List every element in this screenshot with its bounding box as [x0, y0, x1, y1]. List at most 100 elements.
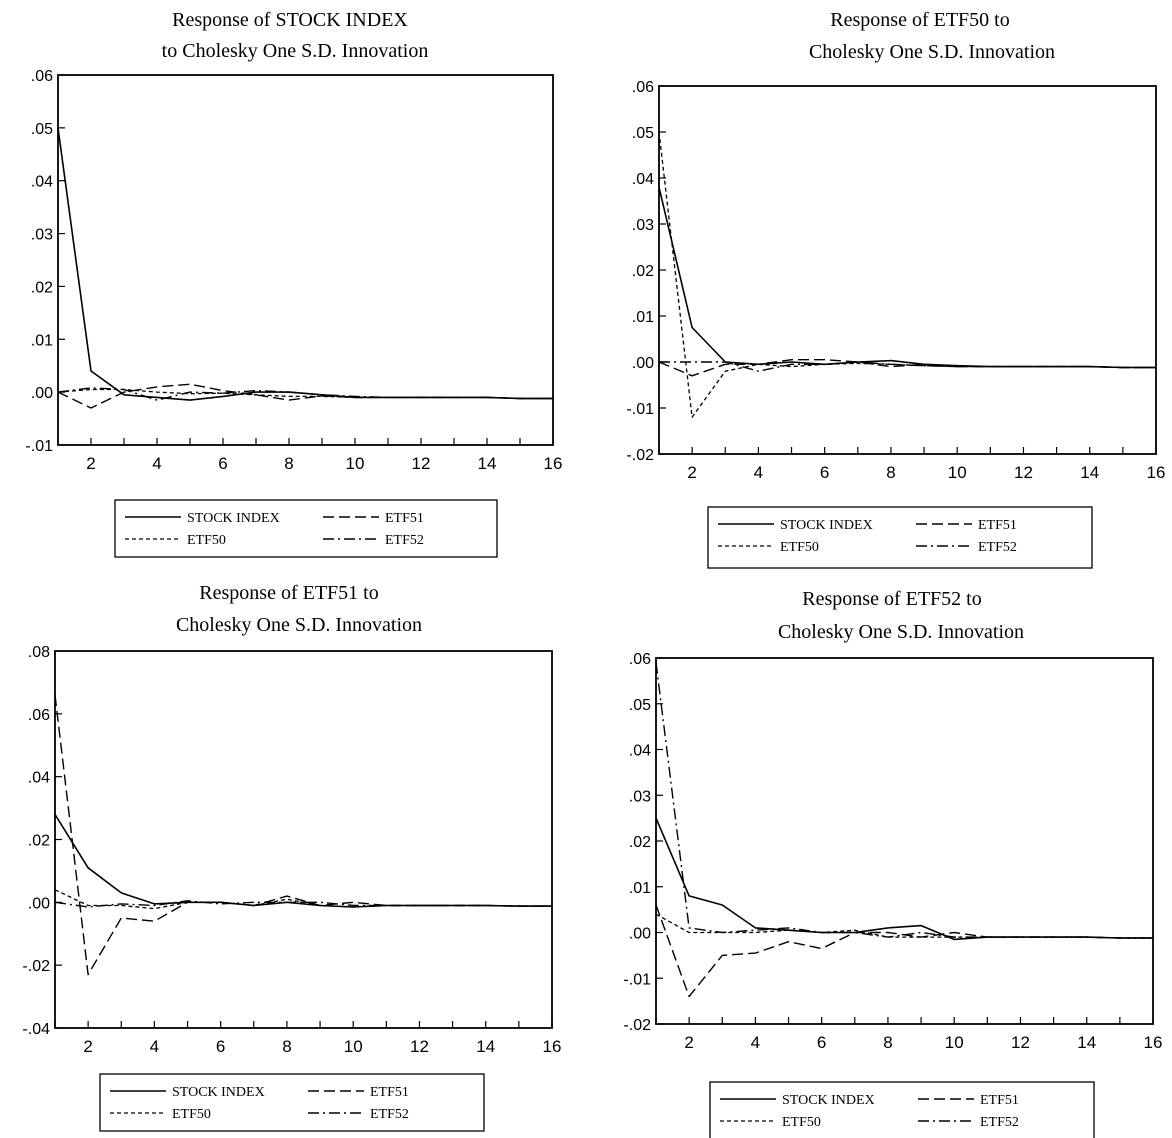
legend-label-etf51: ETF51	[385, 511, 424, 526]
legend-label-etf50: ETF50	[780, 540, 819, 555]
x-tick-label: 4	[751, 1033, 760, 1052]
legend-label-etf50: ETF50	[782, 1115, 821, 1130]
legend-box	[707, 506, 1093, 569]
x-tick-label: 2	[83, 1037, 92, 1056]
y-tick-label: .06	[31, 68, 53, 85]
series-line-etf50	[57, 388, 553, 400]
chart-svg: Response of ETF50 to Cholesky One S.D. In…	[626, 9, 1166, 569]
plot-frame	[655, 657, 1154, 1025]
plot-frame	[658, 85, 1157, 455]
legend-box	[709, 1081, 1095, 1138]
series-line-etf52	[57, 387, 553, 401]
x-tick-label: 16	[543, 1037, 562, 1056]
x-tick-label: 2	[86, 454, 95, 473]
y-tick-label: .00	[31, 385, 53, 402]
legend-box	[114, 499, 498, 558]
x-tick-label: 6	[817, 1033, 826, 1052]
y-tick-label: -.01	[626, 401, 654, 418]
legend-label-etf51: ETF51	[980, 1093, 1019, 1108]
series-line-stock-index	[54, 813, 552, 908]
series-line-etf51	[54, 694, 552, 976]
legend-box	[99, 1073, 485, 1132]
chart-title-line: Cholesky One S.D. Innovation	[176, 614, 422, 636]
y-tick-label: .00	[629, 926, 651, 943]
chart-title-line: Response of STOCK INDEX	[172, 9, 408, 31]
chart-title-line: Cholesky One S.D. Innovation	[778, 621, 1024, 643]
y-tick-label: -.04	[22, 1021, 50, 1038]
chart-title-line: Response of ETF50 to	[830, 9, 1009, 31]
y-tick-label: .02	[31, 279, 53, 296]
legend-label-stock-index: STOCK INDEX	[172, 1085, 265, 1100]
chart-stock-index: Response of STOCK INDEX to Cholesky One S…	[0, 0, 586, 569]
x-tick-label: 10	[948, 463, 967, 482]
legend-label-stock-index: STOCK INDEX	[780, 518, 873, 533]
series-line-stock-index	[658, 187, 1156, 369]
x-tick-label: 4	[754, 463, 763, 482]
y-tick-label: .00	[28, 895, 50, 912]
y-tick-label: .04	[28, 770, 50, 787]
y-tick-label: .01	[632, 309, 654, 326]
y-tick-label: .02	[632, 263, 654, 280]
y-tick-label: .00	[632, 355, 654, 372]
x-tick-label: 4	[150, 1037, 159, 1056]
y-tick-label: -.02	[626, 447, 654, 464]
x-tick-label: 2	[684, 1033, 693, 1052]
x-tick-label: 16	[544, 454, 563, 473]
x-tick-label: 14	[478, 454, 497, 473]
chart-etf51: Response of ETF51 to Cholesky One S.D. In…	[0, 569, 586, 1138]
x-tick-label: 6	[218, 454, 227, 473]
series-line-etf52	[54, 900, 552, 908]
y-tick-label: .03	[629, 788, 651, 805]
x-tick-label: 2	[687, 463, 696, 482]
x-tick-label: 10	[346, 454, 365, 473]
series-line-etf50	[658, 131, 1156, 418]
legend-label-etf52: ETF52	[385, 533, 424, 548]
legend-label-etf50: ETF50	[187, 533, 226, 548]
plot-frame	[57, 74, 554, 446]
chart-title-line: Cholesky One S.D. Innovation	[809, 41, 1055, 63]
legend-label-etf51: ETF51	[978, 518, 1017, 533]
plot-frame	[54, 650, 553, 1029]
x-tick-label: 4	[152, 454, 161, 473]
y-tick-label: .06	[629, 651, 651, 668]
x-tick-label: 12	[410, 1037, 429, 1056]
y-tick-label: .04	[629, 743, 651, 760]
x-tick-label: 12	[1011, 1033, 1030, 1052]
legend-label-stock-index: STOCK INDEX	[187, 511, 280, 526]
x-tick-label: 14	[1077, 1033, 1096, 1052]
y-tick-label: .05	[632, 125, 654, 142]
series-line-etf51	[658, 359, 1156, 377]
x-tick-label: 14	[476, 1037, 495, 1056]
series-line-stock-index	[655, 817, 1153, 941]
series-line-etf51	[655, 904, 1153, 998]
chart-svg: Response of ETF52 to Cholesky One S.D. In…	[623, 588, 1162, 1138]
y-tick-label: .02	[629, 834, 651, 851]
series-line-etf50	[54, 889, 552, 910]
y-tick-label: .05	[31, 121, 53, 138]
y-tick-label: .06	[632, 79, 654, 96]
chart-title-line: Response of ETF52 to	[802, 588, 981, 610]
x-tick-label: 16	[1147, 463, 1166, 482]
y-tick-label: .04	[31, 174, 53, 191]
chart-etf50: Response of ETF50 to Cholesky One S.D. In…	[586, 0, 1172, 569]
y-tick-label: .03	[632, 217, 654, 234]
series-line-etf52	[655, 662, 1153, 939]
y-tick-label: .01	[629, 880, 651, 897]
legend-label-stock-index: STOCK INDEX	[782, 1093, 875, 1108]
legend-label-etf52: ETF52	[370, 1107, 409, 1122]
x-tick-label: 6	[820, 463, 829, 482]
x-tick-label: 8	[282, 1037, 291, 1056]
y-tick-label: -.02	[22, 958, 50, 975]
x-tick-label: 14	[1080, 463, 1099, 482]
y-tick-label: .04	[632, 171, 654, 188]
series-line-etf50	[655, 913, 1153, 939]
y-tick-label: .01	[31, 332, 53, 349]
chart-title-line: to Cholesky One S.D. Innovation	[162, 40, 429, 62]
y-tick-label: .02	[28, 833, 50, 850]
x-tick-label: 8	[886, 463, 895, 482]
legend-label-etf51: ETF51	[370, 1085, 409, 1100]
y-tick-label: .05	[629, 697, 651, 714]
legend-label-etf50: ETF50	[172, 1107, 211, 1122]
series-line-stock-index	[57, 127, 553, 401]
y-tick-label: .08	[28, 644, 50, 661]
